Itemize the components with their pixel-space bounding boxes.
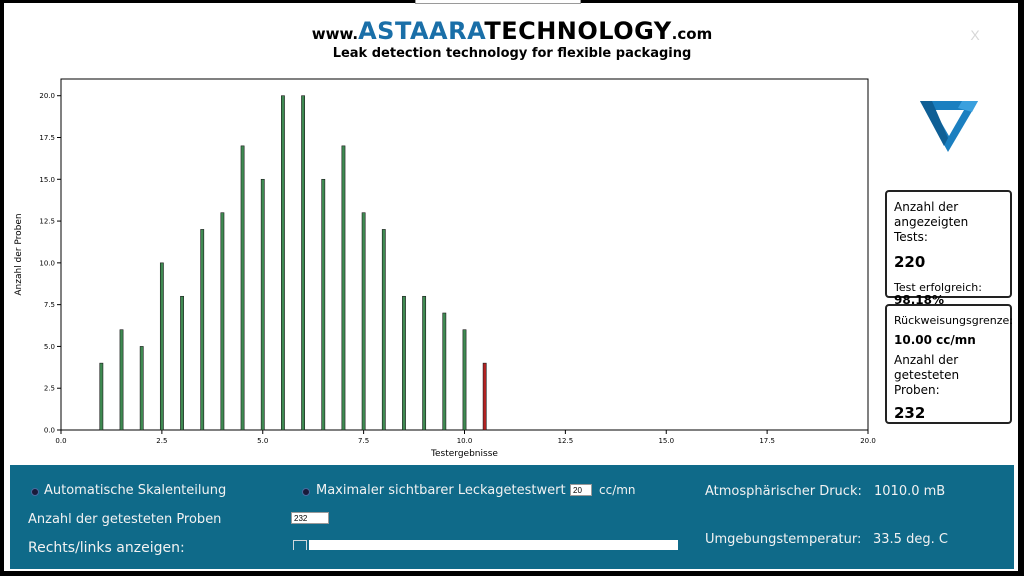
y-tick-label: 0.0: [44, 427, 55, 435]
samples-count-value: 232: [894, 404, 926, 422]
close-button[interactable]: X: [970, 27, 980, 43]
reject-limit-label: Rückweisungsgrenze:: [894, 314, 1013, 327]
temperature-value: 33.5 deg. C: [873, 532, 948, 547]
success-rate: Test erfolgreich: 98.18%: [894, 281, 1003, 307]
histogram-bar: [159, 262, 164, 431]
temperature-label: Umgebungstemperatur:: [705, 532, 862, 547]
brand-logo: www.ASTAARATECHNOLOGY.com: [311, 17, 713, 45]
control-panel: Automatische Skalenteilung Maximaler sic…: [10, 465, 1014, 569]
histogram-bar: [301, 95, 306, 431]
reject-limit-value: 10.00 cc/mn: [894, 333, 976, 347]
pressure-value: 1010.0 mB: [874, 484, 946, 499]
histogram-bar: [220, 212, 225, 431]
histogram-bar: [260, 178, 265, 431]
histogram-bar: [402, 295, 406, 431]
histogram-bar: [422, 295, 427, 431]
x-tick-label: 20.0: [860, 437, 876, 445]
histogram-bar: [139, 346, 144, 431]
scroll-label: Rechts/links anzeigen:: [28, 540, 185, 556]
histogram-bar: [240, 145, 245, 431]
success-rate-label: Test erfolgreich:: [894, 281, 982, 294]
y-tick-label: 15.0: [39, 176, 55, 184]
x-tick-label: 0.0: [55, 437, 66, 445]
samples-count-label: Anzahl der getesteten Proben:: [894, 353, 960, 397]
histogram-bar: [341, 145, 346, 431]
y-tick-label: 2.5: [44, 385, 55, 393]
x-tick-label: 2.5: [156, 437, 167, 445]
histogram-bar: [99, 362, 104, 431]
max-leak-input[interactable]: 20: [570, 484, 592, 496]
max-leak-label: Maximaler sichtbarer Leckagetestwert: [316, 483, 566, 498]
histogram-bar: [119, 329, 124, 431]
x-axis-label: Testergebnisse: [430, 449, 498, 459]
y-tick-label: 20.0: [39, 92, 55, 100]
auto-scale-label: Automatische Skalenteilung: [44, 483, 227, 498]
histogram-chart: 0.0 2.5 5.0 7.5 10.0 12.5 15.0 17.5 20.0 0.0 2.5 5.…: [14, 78, 876, 459]
samples-label: Anzahl der getesteten Proben: [28, 512, 222, 527]
tests-summary-box: Anzahl der angezeigten Tests: 220 Test e…: [885, 190, 1012, 307]
histogram-bar: [180, 295, 184, 431]
max-leak-radio[interactable]: [302, 488, 310, 496]
x-tick-label: 15.0: [658, 437, 674, 445]
histogram-bar: [442, 312, 447, 431]
success-rate-value: 98.18%: [894, 293, 944, 307]
histogram-bar: [321, 178, 326, 431]
histogram-bar: [281, 95, 285, 431]
y-tick-label: 10.0: [39, 259, 55, 267]
y-tick-label: 12.5: [39, 218, 55, 226]
y-tick-label: 7.5: [44, 301, 55, 309]
x-tick-label: 5.0: [257, 437, 268, 445]
histogram-bar: [482, 362, 487, 431]
y-tick-label: 17.5: [39, 134, 55, 142]
histogram-bar: [462, 329, 467, 431]
tests-count-value: 220: [894, 253, 926, 271]
auto-scale-radio[interactable]: [31, 488, 39, 496]
window-top-tab[interactable]: [415, 0, 581, 4]
max-leak-unit: cc/mn: [599, 483, 636, 497]
x-tick-label: 7.5: [358, 437, 369, 445]
x-tick-label: 17.5: [759, 437, 775, 445]
tagline: Leak detection technology for flexible p…: [332, 46, 692, 61]
histogram-bar: [200, 229, 205, 431]
y-tick-label: 5.0: [44, 343, 55, 351]
x-tick-label: 10.0: [457, 437, 473, 445]
pressure-label: Atmosphärischer Druck:: [705, 484, 862, 499]
tests-count-label: Anzahl der angezeigten Tests:: [894, 200, 969, 244]
company-logo-icon: [920, 101, 978, 152]
scroll-slider[interactable]: [309, 540, 678, 550]
y-axis-label: Anzahl der Proben: [14, 213, 24, 295]
samples-input[interactable]: 232: [291, 512, 329, 524]
x-tick-label: 12.5: [558, 437, 574, 445]
histogram-bar: [361, 212, 366, 431]
scroll-slider-handle[interactable]: [293, 540, 307, 550]
histogram-bar: [381, 229, 386, 431]
reject-summary-box: Rückweisungsgrenze: 10.00 cc/mn Anzahl d…: [885, 304, 1013, 424]
